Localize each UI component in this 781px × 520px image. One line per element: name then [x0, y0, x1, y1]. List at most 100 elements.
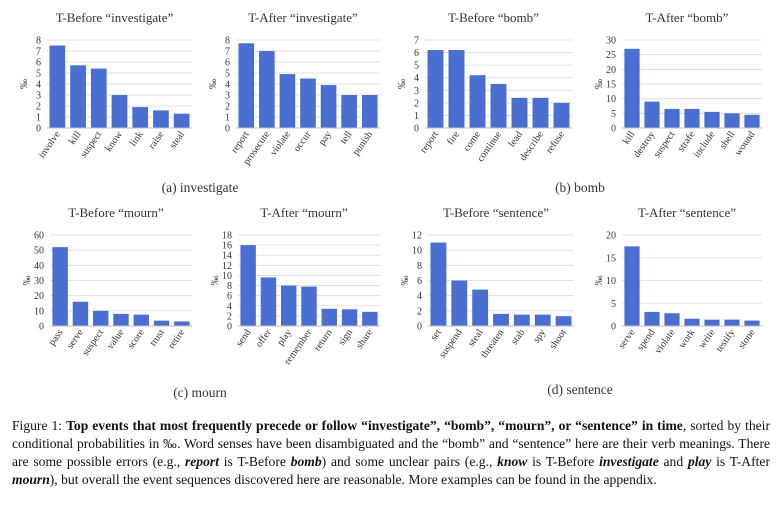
- bar: [664, 313, 680, 326]
- y-tick-label: 0: [611, 322, 616, 333]
- y-tick-label: 15: [606, 253, 616, 264]
- bar: [93, 310, 109, 326]
- x-tick-label: lead: [506, 129, 525, 149]
- subcaption: (c) mourn: [173, 385, 227, 400]
- x-tick-label: suspect: [78, 129, 104, 160]
- y-axis-label: ‰: [22, 276, 33, 286]
- bar: [49, 45, 66, 128]
- y-tick-label: 5: [36, 69, 41, 80]
- x-tick-label: offer: [254, 327, 274, 350]
- x-tick-label: spy: [531, 327, 548, 345]
- caption-text: is T-After: [711, 454, 770, 469]
- y-tick-label: 12: [412, 231, 422, 242]
- bar: [279, 74, 296, 128]
- y-tick-label: 5: [611, 109, 616, 120]
- y-tick-label: 0: [36, 124, 41, 135]
- y-tick-label: 10: [412, 246, 422, 257]
- x-tick-label: set: [429, 327, 445, 343]
- bar: [704, 111, 720, 128]
- bar: [173, 113, 190, 128]
- x-tick-label: wound: [733, 129, 758, 158]
- bar: [153, 320, 170, 326]
- y-tick-label: 0: [39, 322, 44, 333]
- subcaption: (d) sentence: [547, 382, 613, 397]
- chart-title: T-Before “investigate”: [56, 10, 174, 25]
- y-tick-label: 6: [417, 276, 422, 287]
- x-tick-label: send: [234, 327, 254, 348]
- y-tick-label: 4: [417, 291, 422, 302]
- bar: [451, 280, 468, 326]
- y-tick-label: 30: [606, 36, 616, 47]
- bar: [90, 68, 107, 128]
- x-tick-label: kill: [67, 129, 84, 146]
- bar: [490, 84, 507, 128]
- y-tick-label: 14: [222, 251, 232, 262]
- bar: [553, 102, 570, 128]
- caption-text: is T-Before: [218, 454, 291, 469]
- y-tick-label: 2: [227, 311, 232, 322]
- bar: [132, 107, 149, 128]
- x-tick-label: fire: [445, 129, 462, 147]
- y-tick-label: 20: [606, 65, 616, 76]
- x-tick-label: know: [103, 129, 125, 154]
- y-tick-label: 5: [225, 69, 230, 80]
- x-tick-label: shoot: [548, 327, 570, 351]
- y-tick-label: 20: [34, 291, 44, 302]
- y-tick-label: 1: [225, 113, 230, 124]
- subcaption: (a) investigate: [162, 180, 239, 195]
- bar: [341, 309, 358, 326]
- bar: [513, 314, 530, 326]
- bar: [664, 108, 680, 128]
- y-tick-label: 10: [606, 276, 616, 287]
- y-tick-label: 2: [36, 102, 41, 113]
- bar: [153, 110, 169, 128]
- bar: [259, 51, 275, 128]
- x-tick-label: sign: [336, 327, 355, 347]
- y-tick-label: 0: [225, 124, 230, 135]
- y-tick-label: 6: [227, 291, 232, 302]
- y-tick-label: 3: [225, 91, 230, 102]
- bar: [744, 114, 760, 128]
- x-tick-label: work: [677, 327, 698, 350]
- y-tick-label: 4: [227, 301, 232, 312]
- y-tick-label: 16: [222, 241, 232, 252]
- bar: [111, 95, 128, 128]
- caption-text: bomb: [290, 454, 322, 469]
- caption-text: investigate: [599, 454, 659, 469]
- bar: [511, 97, 528, 128]
- y-tick-label: 7: [414, 36, 419, 47]
- caption-text: play: [687, 454, 712, 469]
- caption-text: Figure 1:: [12, 418, 67, 433]
- x-tick-label: suspect: [652, 129, 678, 160]
- y-tick-label: 0: [611, 124, 616, 135]
- bar: [724, 319, 740, 326]
- x-tick-label: suspect: [80, 327, 106, 358]
- chart-title: T-After “investigate”: [248, 10, 358, 25]
- bar: [174, 321, 190, 326]
- bar: [532, 97, 549, 128]
- x-tick-label: raise: [147, 129, 167, 151]
- chart-title: T-After “sentence”: [638, 205, 736, 220]
- y-axis-label: ‰: [210, 276, 221, 286]
- x-tick-label: tell: [338, 129, 354, 146]
- chart-title: T-Before “mourn”: [68, 205, 163, 220]
- bar: [281, 285, 297, 326]
- y-tick-label: 40: [34, 261, 44, 272]
- x-tick-label: stone: [736, 327, 757, 351]
- x-tick-label: violate: [653, 327, 678, 356]
- bar: [52, 247, 68, 326]
- y-tick-label: 8: [227, 281, 232, 292]
- chart-title: T-After “mourn”: [260, 205, 347, 220]
- y-tick-label: 10: [222, 271, 232, 282]
- x-tick-label: retire: [166, 327, 187, 351]
- bar: [644, 101, 660, 128]
- y-axis-label: ‰: [19, 79, 30, 89]
- y-tick-label: 8: [36, 36, 41, 47]
- bar: [644, 311, 660, 326]
- y-tick-label: 18: [222, 231, 232, 242]
- y-tick-label: 2: [225, 102, 230, 113]
- bar: [72, 301, 89, 326]
- x-tick-label: violate: [268, 129, 293, 158]
- y-tick-label: 7: [225, 47, 230, 58]
- bar: [301, 286, 317, 326]
